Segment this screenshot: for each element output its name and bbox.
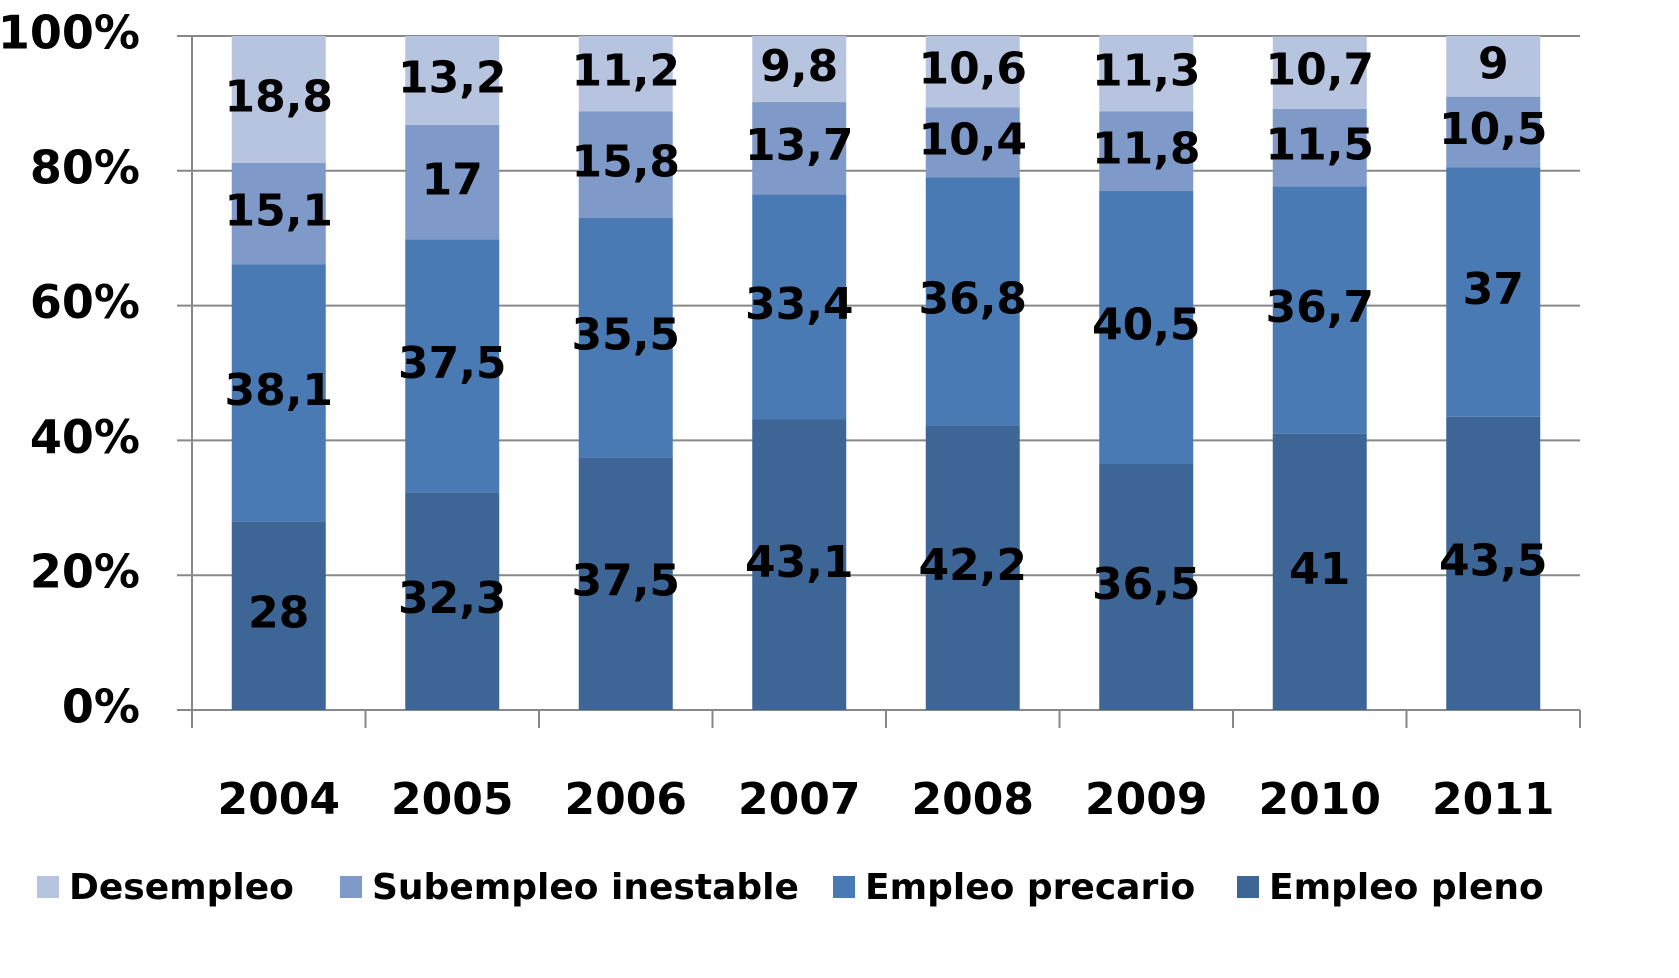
data-label: 38,1 — [224, 365, 333, 416]
y-tick-label: 0% — [62, 680, 140, 734]
data-label: 11,8 — [1092, 123, 1201, 174]
data-label: 42,2 — [918, 540, 1027, 591]
data-label: 10,5 — [1439, 104, 1548, 155]
legend-label: Subempleo inestable — [372, 867, 799, 908]
data-label: 10,6 — [918, 44, 1027, 95]
bar-segment — [925, 425, 1020, 710]
data-label: 36,7 — [1265, 282, 1374, 333]
legend-swatch — [37, 876, 59, 898]
bar-segment — [1446, 96, 1541, 168]
data-label: 36,8 — [918, 274, 1027, 325]
data-label: 35,5 — [571, 310, 680, 361]
x-tick-label: 2010 — [1259, 774, 1381, 825]
bar-segment — [231, 36, 326, 163]
bar-segment — [578, 217, 673, 458]
legend-swatch — [833, 876, 855, 898]
data-label: 10,4 — [918, 114, 1027, 165]
bar-segment — [1099, 191, 1194, 464]
data-label: 13,2 — [398, 52, 507, 103]
bar-segment — [1272, 433, 1367, 710]
bar-segment — [1272, 186, 1367, 434]
x-tick-label: 2007 — [738, 774, 860, 825]
bar-segment — [925, 177, 1020, 426]
data-label: 10,7 — [1265, 45, 1374, 96]
x-tick-label: 2011 — [1432, 774, 1554, 825]
bar-segment — [925, 107, 1020, 178]
data-label: 15,1 — [224, 186, 333, 237]
bar-segment — [752, 419, 847, 710]
data-label: 15,8 — [571, 137, 680, 188]
bar-segment — [1446, 36, 1541, 97]
y-tick-label: 80% — [30, 140, 140, 194]
bar-segment — [752, 102, 847, 195]
bar-segment — [578, 111, 673, 218]
data-label: 36,5 — [1092, 559, 1201, 610]
bar-segment — [925, 36, 1020, 108]
data-label: 9,8 — [760, 41, 838, 92]
data-label: 18,8 — [224, 71, 333, 122]
legend-label: Empleo pleno — [1269, 867, 1544, 908]
bar-segment — [578, 457, 673, 710]
data-label: 40,5 — [1092, 300, 1201, 351]
y-tick-label: 60% — [30, 275, 140, 329]
x-tick-label: 2009 — [1085, 774, 1207, 825]
bar-segment — [1272, 36, 1367, 109]
bar-segment — [1272, 108, 1367, 187]
x-tick-label: 2008 — [912, 774, 1034, 825]
data-label: 17 — [422, 154, 483, 205]
data-label: 13,7 — [745, 120, 854, 171]
y-tick-label: 20% — [30, 545, 140, 599]
y-tick-label: 40% — [30, 410, 140, 464]
bar-segment — [1446, 167, 1541, 417]
bar-segment — [231, 521, 326, 710]
x-tick-label: 2006 — [565, 774, 687, 825]
legend-label: Desempleo — [69, 867, 294, 908]
data-label: 32,3 — [398, 573, 507, 624]
bar-segment — [578, 36, 673, 112]
data-label: 11,2 — [571, 46, 680, 97]
bar-segment — [405, 124, 500, 240]
x-tick-label: 2004 — [218, 774, 340, 825]
x-tick-label: 2005 — [391, 774, 513, 825]
bar-segment — [1099, 35, 1194, 112]
bar-segment — [405, 36, 500, 125]
legend-swatch — [1237, 876, 1259, 898]
bar-segment — [752, 36, 847, 103]
data-label: 37,5 — [398, 338, 507, 389]
data-label: 11,3 — [1092, 45, 1201, 96]
bar-segment — [1099, 463, 1194, 710]
bar-segment — [405, 492, 500, 710]
bar-segment — [752, 194, 847, 420]
data-label: 11,5 — [1265, 120, 1374, 171]
legend-label: Empleo precario — [865, 867, 1195, 908]
data-label: 37 — [1463, 264, 1524, 315]
data-label: 33,4 — [745, 279, 854, 330]
data-label: 28 — [248, 588, 309, 639]
data-label: 41 — [1289, 544, 1350, 595]
bar-segment — [405, 239, 500, 493]
data-label: 9 — [1478, 38, 1509, 89]
bar-segment — [231, 162, 326, 265]
bar-segment — [1099, 111, 1194, 192]
bar-segment — [231, 264, 326, 522]
y-tick-label: 100% — [0, 6, 140, 60]
bar-segment — [1446, 416, 1541, 710]
legend-swatch — [340, 876, 362, 898]
data-label: 43,1 — [745, 537, 854, 588]
data-label: 37,5 — [571, 556, 680, 607]
data-label: 43,5 — [1439, 535, 1548, 586]
